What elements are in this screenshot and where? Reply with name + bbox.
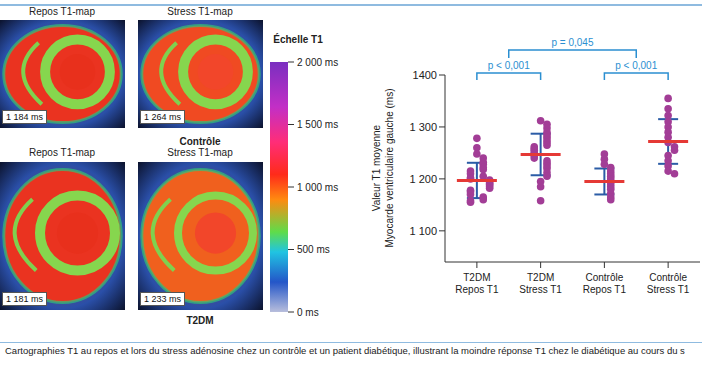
svg-text:ContrôleRepos T1: ContrôleRepos T1 [583, 272, 627, 295]
html-text:Stress T1-map: Stress T1-map [167, 147, 233, 158]
svg-text:Myocarde ventriculaire gauche: Myocarde ventriculaire gauche (ms) [384, 89, 395, 248]
svg-text:Valeur T1 moyenne: Valeur T1 moyenne [371, 124, 382, 211]
html-text:1 264 ms: 1 264 ms [144, 112, 181, 122]
html-text:1 181 ms: 1 181 ms [6, 294, 43, 304]
svg-text:p < 0,001: p < 0,001 [615, 60, 657, 71]
svg-text:Échelle T1: Échelle T1 [273, 33, 323, 45]
svg-text:p < 0,001: p < 0,001 [488, 60, 530, 71]
html-text:Contrôle: Contrôle [179, 136, 221, 147]
svg-text:1 500 ms: 1 500 ms [297, 119, 338, 130]
html-text:1 184 ms: 1 184 ms [6, 112, 43, 122]
svg-text:1 100: 1 100 [409, 225, 437, 237]
html-text:Cartographies T1 au repos et l: Cartographies T1 au repos et lors du str… [5, 345, 685, 356]
html-text:Stress T1-map: Stress T1-map [167, 6, 233, 17]
svg-text:p = 0,045: p = 0,045 [552, 37, 594, 48]
svg-text:2 000 ms: 2 000 ms [297, 57, 338, 68]
html-text:Repos T1-map: Repos T1-map [29, 147, 95, 158]
svg-text:T2DMRepos T1: T2DMRepos T1 [455, 272, 499, 295]
svg-text:1400: 1400 [413, 69, 437, 81]
svg-text:500 ms: 500 ms [297, 244, 330, 255]
html-text:T2DM: T2DM [186, 315, 214, 326]
html-text:Repos T1-map: Repos T1-map [29, 6, 95, 17]
svg-text:1 000 ms: 1 000 ms [297, 182, 338, 193]
svg-text:1 300: 1 300 [409, 121, 437, 133]
svg-text:T2DMStress T1: T2DMStress T1 [519, 272, 562, 295]
svg-text:0 ms: 0 ms [297, 307, 319, 318]
html-text:1 233 ms: 1 233 ms [144, 294, 181, 304]
svg-text:1 200: 1 200 [409, 173, 437, 185]
svg-text:ContrôleStress T1: ContrôleStress T1 [647, 272, 690, 295]
